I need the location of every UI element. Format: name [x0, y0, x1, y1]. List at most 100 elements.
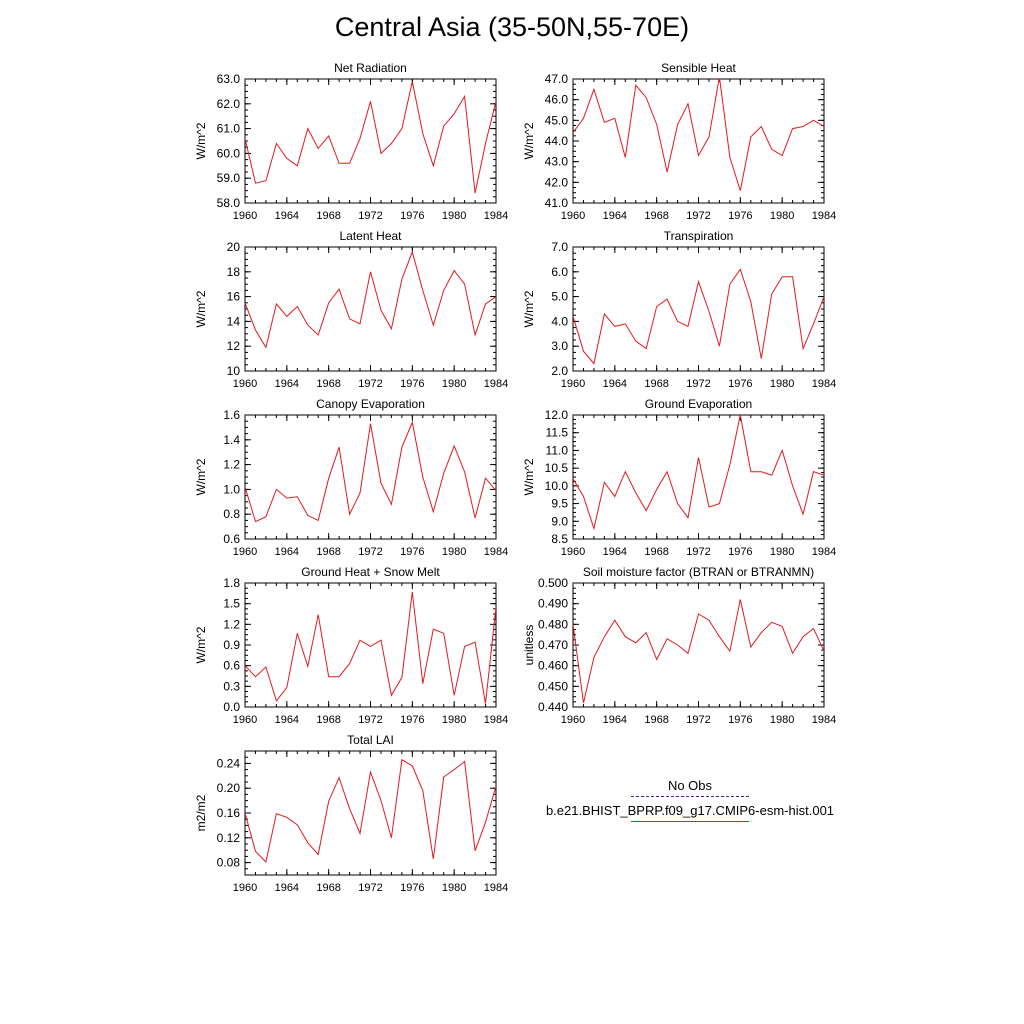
y-tick-label: 10.0: [545, 479, 569, 493]
y-tick-label: 1.5: [223, 597, 240, 611]
y-tick-label: 61.0: [217, 122, 241, 136]
y-tick-label: 9.5: [551, 497, 568, 511]
panel-title: Sensible Heat: [661, 61, 736, 75]
x-tick-label: 1976: [400, 882, 424, 894]
y-tick-label: 3.0: [551, 339, 568, 353]
y-tick-label: 0.480: [538, 617, 568, 631]
y-tick-label: 2.0: [551, 364, 568, 378]
y-tick-label: 9.0: [551, 514, 568, 528]
y-tick-label: 41.0: [545, 196, 569, 210]
x-tick-label: 1976: [728, 378, 752, 390]
y-tick-label: 0.6: [223, 532, 240, 546]
panel-frame: [244, 78, 497, 204]
y-tick-label: 8.5: [551, 532, 568, 546]
y-tick-label: 0.500: [538, 576, 568, 590]
y-tick-label: 0.16: [217, 806, 241, 820]
x-tick-label: 1968: [644, 546, 668, 558]
y-tick-label: 0.460: [538, 659, 568, 673]
x-tick-label: 1984: [484, 210, 508, 222]
y-tick-label: 0.440: [538, 700, 568, 714]
y-axis-label: W/m^2: [522, 458, 536, 495]
y-axis-label: W/m^2: [522, 290, 536, 327]
y-tick-label: 43.0: [545, 155, 569, 169]
y-tick-label: 4.0: [551, 314, 568, 328]
y-tick-label: 1.8: [223, 576, 240, 590]
panel-title: Ground Heat + Snow Melt: [301, 565, 440, 579]
x-tick-label: 1984: [484, 546, 508, 558]
x-tick-label: 1972: [686, 210, 710, 222]
legend-model-label: b.e21.BHIST_BPRP.f09_g17.CMIP6-esm-hist.…: [545, 803, 835, 818]
y-tick-label: 42.0: [545, 175, 569, 189]
panel-title: Ground Evaporation: [645, 397, 752, 411]
x-tick-label: 1968: [644, 378, 668, 390]
y-tick-label: 12.0: [545, 408, 569, 422]
y-tick-label: 1.6: [223, 408, 240, 422]
x-tick-label: 1968: [644, 714, 668, 726]
x-tick-label: 1960: [561, 714, 585, 726]
y-tick-label: 47.0: [545, 72, 569, 86]
legend-obs-line: [631, 796, 749, 797]
x-tick-label: 1964: [603, 714, 627, 726]
x-tick-label: 1980: [770, 546, 794, 558]
x-tick-label: 1972: [686, 378, 710, 390]
x-tick-label: 1968: [316, 882, 340, 894]
x-tick-label: 1964: [275, 546, 299, 558]
series-line: [573, 415, 824, 531]
x-tick-label: 1968: [316, 378, 340, 390]
x-tick-label: 1976: [400, 546, 424, 558]
y-tick-label: 44.0: [545, 134, 569, 148]
y-axis-label: W/m^2: [522, 122, 536, 159]
panel-frame: [572, 246, 825, 372]
x-tick-label: 1968: [316, 714, 340, 726]
y-axis-label: m2/m2: [194, 794, 208, 831]
x-tick-label: 1972: [358, 546, 382, 558]
panel-frame: [244, 414, 497, 540]
panel-frame: [572, 582, 825, 708]
x-tick-label: 1976: [400, 210, 424, 222]
panel-frame: [244, 750, 497, 876]
x-tick-label: 1960: [233, 378, 257, 390]
y-tick-label: 10.5: [545, 461, 569, 475]
y-axis-label: W/m^2: [194, 122, 208, 159]
y-tick-label: 0.08: [217, 856, 241, 870]
y-tick-label: 0.12: [217, 831, 241, 845]
panel-title: Canopy Evaporation: [316, 397, 425, 411]
x-tick-label: 1964: [275, 378, 299, 390]
y-tick-label: 20: [227, 240, 241, 254]
x-tick-label: 1976: [728, 210, 752, 222]
x-tick-label: 1960: [561, 546, 585, 558]
x-tick-label: 1964: [603, 378, 627, 390]
y-tick-label: 0.20: [217, 781, 241, 795]
x-tick-label: 1980: [770, 210, 794, 222]
y-tick-label: 0.3: [223, 679, 240, 693]
x-tick-label: 1976: [400, 378, 424, 390]
x-tick-label: 1976: [728, 546, 752, 558]
x-tick-label: 1960: [561, 210, 585, 222]
x-tick-label: 1984: [812, 378, 836, 390]
panel-frame: [572, 78, 825, 204]
y-tick-label: 0.8: [223, 507, 240, 521]
y-tick-label: 58.0: [217, 196, 241, 210]
y-tick-label: 12: [227, 339, 241, 353]
y-tick-label: 0.490: [538, 597, 568, 611]
x-tick-label: 1980: [770, 378, 794, 390]
y-tick-label: 0.24: [217, 756, 241, 770]
panel-frame: [244, 246, 497, 372]
y-tick-label: 60.0: [217, 146, 241, 160]
y-tick-label: 0.6: [223, 659, 240, 673]
y-tick-label: 0.470: [538, 638, 568, 652]
x-tick-label: 1972: [686, 546, 710, 558]
series-line: [573, 79, 824, 191]
x-tick-label: 1964: [603, 546, 627, 558]
x-tick-label: 1972: [358, 378, 382, 390]
x-tick-label: 1968: [316, 210, 340, 222]
y-tick-label: 1.2: [223, 458, 240, 472]
panel-frame: [244, 582, 497, 708]
x-tick-label: 1972: [686, 714, 710, 726]
series-line: [573, 599, 824, 704]
x-tick-label: 1972: [358, 210, 382, 222]
x-tick-label: 1960: [561, 378, 585, 390]
x-tick-label: 1980: [442, 210, 466, 222]
panel-frame: [572, 414, 825, 540]
